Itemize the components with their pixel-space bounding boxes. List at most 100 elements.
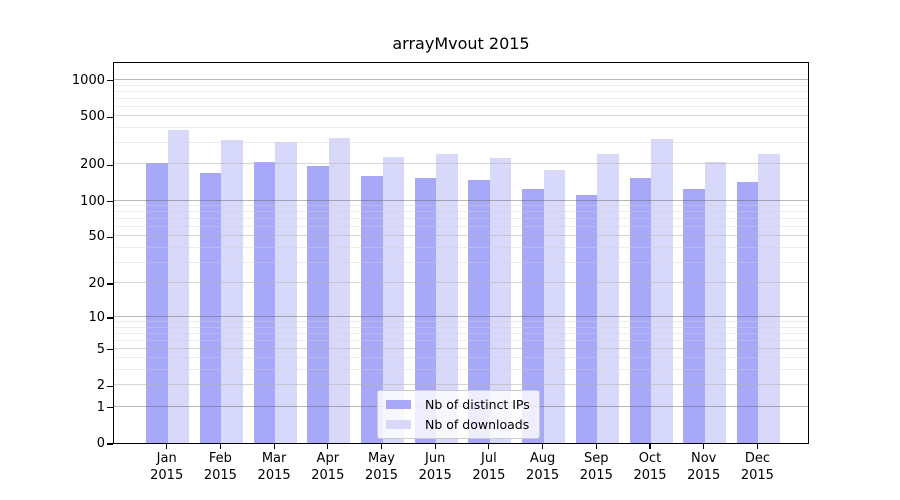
legend-item-downloads: Nb of downloads — [386, 416, 530, 433]
gridline-minor-8 — [114, 326, 808, 328]
gridline-500 — [114, 115, 808, 117]
x-tick-apr — [327, 444, 329, 449]
legend: Nb of distinct IPs Nb of downloads — [377, 390, 540, 439]
gridline-minor-80 — [114, 211, 808, 213]
legend-label-downloads: Nb of downloads — [425, 417, 530, 432]
x-tick-label-jan: Jan 2015 — [150, 451, 184, 483]
y-tick-200 — [107, 164, 113, 166]
bar-distinct-ips-feb — [199, 173, 222, 443]
y-tick-label-500: 500 — [80, 109, 105, 125]
bar-distinct-ips-oct — [629, 177, 651, 443]
bar-distinct-ips-apr — [307, 166, 329, 443]
gridline-50 — [114, 235, 808, 237]
bar-downloads-mar — [275, 142, 297, 443]
legend-label-distinct-ips: Nb of distinct IPs — [425, 397, 530, 412]
y-tick-label-50: 50 — [88, 229, 105, 245]
y-tick-0 — [107, 443, 113, 445]
y-tick-50 — [107, 236, 113, 238]
gridline-5 — [114, 347, 808, 349]
x-tick-label-mar: Mar 2015 — [257, 451, 291, 483]
legend-item-distinct-ips: Nb of distinct IPs — [386, 396, 530, 413]
y-tick-100 — [107, 200, 113, 203]
x-tick-sep — [595, 444, 597, 449]
bar-downloads-dec — [758, 153, 780, 443]
bar-distinct-ips-nov — [683, 188, 705, 443]
gridline-minor-30 — [114, 261, 808, 263]
x-tick-label-jun: Jun 2015 — [418, 451, 452, 483]
gridline-minor-600 — [114, 105, 808, 107]
gridline-minor-40 — [114, 246, 808, 248]
y-tick-label-10: 10 — [88, 310, 105, 325]
bar-distinct-ips-dec — [736, 182, 759, 443]
y-tick-1 — [107, 407, 113, 409]
bar-distinct-ips-mar — [253, 161, 276, 443]
y-tick-label-2: 2 — [96, 378, 105, 394]
bar-downloads-jul — [489, 158, 512, 443]
x-tick-nov — [703, 444, 705, 449]
x-tick-may — [380, 444, 383, 449]
bar-downloads-oct — [651, 138, 673, 443]
bar-distinct-ips-jan — [146, 163, 168, 443]
x-tick-label-aug: Aug 2015 — [526, 451, 560, 483]
x-tick-label-oct: Oct 2015 — [633, 451, 667, 483]
gridline-2 — [114, 384, 808, 386]
x-tick-label-jul: Jul 2015 — [472, 451, 506, 483]
y-tick-2 — [107, 385, 113, 387]
y-tick-500 — [107, 116, 113, 118]
bar-downloads-sep — [597, 153, 619, 443]
gridline-minor-6 — [114, 339, 808, 341]
gridline-1000 — [114, 78, 808, 80]
x-tick-label-feb: Feb 2015 — [203, 451, 237, 483]
gridline-minor-300 — [114, 142, 808, 144]
gridline-minor-60 — [114, 226, 808, 227]
plot-area — [113, 62, 809, 444]
x-tick-feb — [219, 444, 221, 449]
y-tick-1000 — [107, 80, 113, 82]
x-tick-jan — [166, 444, 168, 449]
gridline-20 — [114, 282, 808, 283]
bar-distinct-ips-aug — [522, 189, 544, 443]
x-tick-label-apr: Apr 2015 — [311, 451, 345, 483]
bar-distinct-ips-may — [361, 176, 383, 443]
gridline-minor-400 — [114, 127, 808, 128]
x-tick-jul — [488, 444, 490, 449]
gridline-minor-3 — [114, 369, 808, 371]
gridline-200 — [114, 163, 808, 165]
x-tick-label-may: May 2015 — [364, 451, 399, 483]
bar-downloads-nov — [704, 161, 727, 443]
y-tick-label-20: 20 — [88, 276, 105, 291]
x-tick-mar — [273, 444, 275, 449]
y-tick-5 — [107, 349, 113, 351]
gridline-minor-800 — [114, 90, 808, 92]
bar-downloads-may — [382, 157, 404, 443]
x-tick-label-dec: Dec 2015 — [740, 451, 774, 483]
y-tick-label-1: 1 — [96, 399, 105, 415]
x-tick-label-nov: Nov 2015 — [687, 451, 721, 483]
bar-distinct-ips-sep — [575, 194, 598, 443]
x-tick-dec — [756, 444, 758, 449]
bar-distinct-ips-jul — [468, 179, 490, 443]
legend-swatch-distinct-ips-icon — [386, 400, 411, 409]
gridline-minor-9 — [114, 321, 808, 322]
y-tick-label-5: 5 — [96, 341, 105, 357]
gridline-100 — [114, 199, 808, 201]
gridline-minor-4 — [114, 357, 808, 359]
y-tick-20 — [107, 283, 113, 285]
legend-swatch-downloads-icon — [386, 420, 411, 429]
y-tick-label-1000: 1000 — [71, 72, 105, 88]
bar-downloads-feb — [221, 140, 243, 443]
gridline-minor-7 — [114, 332, 808, 334]
x-tick-oct — [649, 444, 651, 449]
gridline-minor-90 — [114, 205, 808, 206]
x-tick-aug — [542, 444, 544, 449]
gridline-minor-700 — [114, 97, 808, 99]
bar-distinct-ips-jun — [414, 177, 437, 443]
gridline-minor-70 — [114, 218, 808, 219]
y-tick-label-200: 200 — [80, 157, 105, 173]
bar-downloads-aug — [543, 169, 566, 443]
x-tick-jun — [434, 444, 436, 449]
gridline-minor-900 — [114, 84, 808, 86]
bar-downloads-jan — [167, 129, 190, 443]
y-tick-10 — [107, 317, 113, 319]
